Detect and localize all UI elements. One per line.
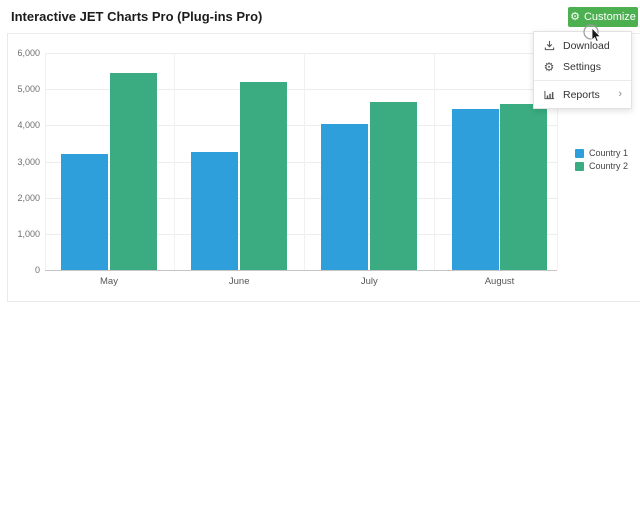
x-axis-label: June <box>228 276 250 287</box>
bar-may-country-2[interactable] <box>109 72 157 270</box>
gridline <box>434 53 436 270</box>
gridline <box>45 125 557 127</box>
page-title: Interactive JET Charts Pro (Plug-ins Pro… <box>11 9 263 24</box>
card-header <box>7 0 640 34</box>
legend-label: Country 1 <box>589 148 629 158</box>
customize-button[interactable]: ⚙ Customize <box>568 7 638 27</box>
bar-june-country-1[interactable] <box>191 152 239 270</box>
menu-item-settings[interactable]: ⚙ Settings <box>534 56 631 77</box>
y-axis-label: 1,000 <box>17 228 40 239</box>
chevron-right-icon: › <box>618 88 622 100</box>
bar-june-country-2[interactable] <box>239 81 287 270</box>
bar-chart-icon <box>543 89 555 101</box>
gear-icon: ⚙ <box>570 10 580 23</box>
x-axis-label: August <box>484 276 515 287</box>
bar-august-country-2[interactable] <box>500 103 547 270</box>
bar-chart: 0 1,000 2,000 3,000 4,000 5,000 6,000 May June Ju… <box>17 48 558 287</box>
chart-legend: Country 1 Country 2 <box>575 148 628 174</box>
bar-july-country-2[interactable] <box>369 101 417 270</box>
menu-item-reports[interactable]: Reports › <box>534 84 631 105</box>
gridline <box>45 161 557 163</box>
y-axis-label: 5,000 <box>17 84 40 95</box>
legend-item-country-2[interactable]: Country 2 <box>575 161 628 171</box>
menu-item-label: Settings <box>563 60 601 73</box>
menu-item-label: Reports <box>563 88 600 101</box>
menu-divider <box>534 80 631 81</box>
download-icon <box>543 40 555 52</box>
y-axis-label: 0 <box>34 265 40 275</box>
gridline <box>557 53 558 270</box>
y-axis-label: 4,000 <box>17 120 40 131</box>
gridline <box>304 53 306 270</box>
gridline <box>45 197 557 199</box>
legend-label: Country 2 <box>589 161 629 171</box>
bar-july-country-1[interactable] <box>321 123 369 270</box>
y-axis-label: 6,000 <box>17 48 40 58</box>
legend-item-country-1[interactable]: Country 1 <box>575 148 628 158</box>
legend-swatch-icon <box>575 161 584 171</box>
gridline <box>174 53 176 270</box>
gear-icon: ⚙ <box>543 59 555 74</box>
gridline <box>45 270 557 271</box>
x-axis-label: May <box>100 276 118 287</box>
bar-may-country-1[interactable] <box>61 154 108 270</box>
y-axis-label: 3,000 <box>17 156 40 167</box>
menu-item-download[interactable]: Download <box>534 35 631 56</box>
gridline <box>45 53 46 270</box>
menu-item-label: Download <box>563 39 610 52</box>
gridline <box>45 233 557 235</box>
customize-button-label: Customize <box>583 11 636 23</box>
gridline <box>45 89 557 91</box>
customize-dropdown-menu: Download ⚙ Settings Reports › <box>533 31 632 109</box>
bar-august-country-1[interactable] <box>451 109 499 270</box>
legend-swatch-icon <box>575 148 584 158</box>
gridline <box>45 53 557 54</box>
x-axis-label: July <box>360 276 378 287</box>
y-axis-label: 2,000 <box>17 192 40 203</box>
